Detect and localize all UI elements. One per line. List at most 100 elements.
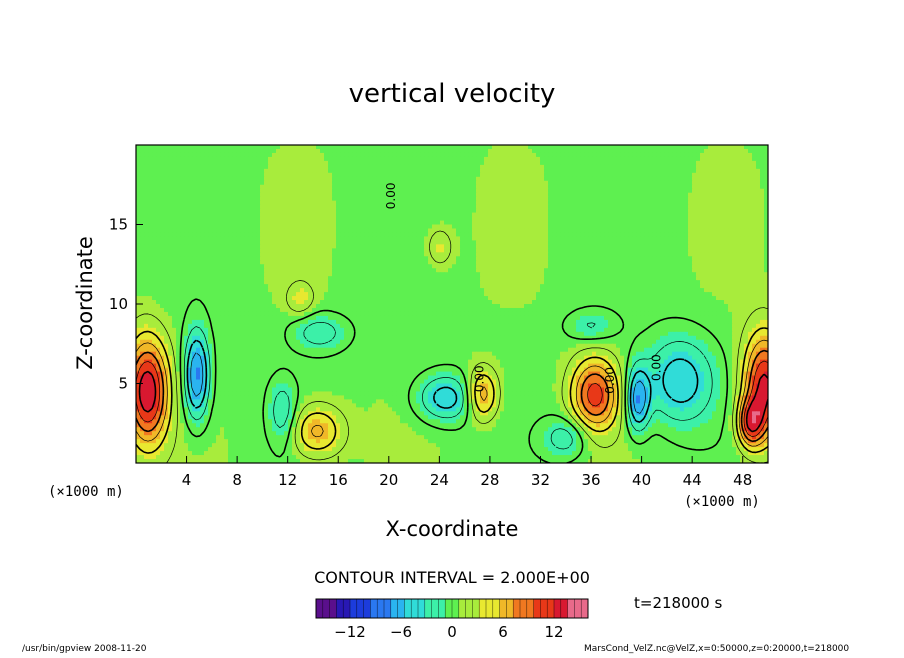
field-cell (400, 184, 405, 190)
field-cell (396, 256, 401, 261)
field-cell (692, 220, 697, 226)
field-cell (356, 260, 361, 265)
field-cell (216, 192, 221, 198)
field-cell (444, 156, 449, 162)
field-cell (160, 160, 165, 166)
field-cell (668, 236, 673, 242)
field-cell (448, 264, 453, 269)
field-cell (316, 244, 321, 249)
field-cell (452, 232, 457, 238)
field-cell (372, 224, 377, 230)
field-cell (688, 156, 693, 162)
field-cell (184, 268, 189, 273)
field-cell (680, 220, 685, 226)
field-cell (288, 244, 293, 249)
field-cell (480, 204, 485, 210)
field-cell (244, 264, 249, 269)
field-cell (576, 236, 581, 242)
field-cell (676, 156, 681, 162)
field-cell (452, 216, 457, 222)
field-cell (136, 256, 141, 261)
field-cell (460, 264, 465, 269)
field-cell (352, 192, 357, 198)
field-cell (692, 232, 697, 238)
field-cell (256, 176, 261, 182)
field-cell (344, 160, 349, 166)
field-cell (588, 244, 593, 249)
field-cell (612, 164, 617, 170)
field-cell (540, 240, 545, 245)
field-cell (136, 240, 141, 245)
field-cell (688, 228, 693, 234)
field-cell (356, 248, 361, 253)
field-cell (532, 152, 537, 158)
field-cell (588, 196, 593, 202)
field-cell (736, 240, 741, 245)
field-cell (632, 180, 637, 186)
field-cell (608, 236, 613, 242)
field-cell (416, 268, 421, 273)
field-cell (160, 204, 165, 210)
field-cell (232, 152, 237, 158)
field-cell (452, 224, 457, 230)
field-cell (528, 216, 533, 222)
field-cell (612, 156, 617, 162)
field-cell (576, 168, 581, 174)
field-cell (620, 256, 625, 261)
field-cell (432, 152, 437, 158)
field-cell (484, 208, 489, 214)
field-cell (352, 228, 357, 234)
field-cell (480, 164, 485, 170)
field-cell (432, 204, 437, 210)
field-cell (660, 256, 665, 261)
field-cell (516, 204, 521, 210)
field-cell (252, 268, 257, 273)
field-cell (408, 164, 413, 170)
field-cell (332, 224, 337, 230)
field-cell (196, 184, 201, 190)
field-cell (480, 152, 485, 158)
field-cell (496, 176, 501, 182)
field-cell (688, 224, 693, 230)
field-cell (312, 172, 317, 178)
field-cell (260, 264, 265, 269)
field-cell (540, 228, 545, 234)
field-cell (548, 252, 553, 257)
field-cell (644, 204, 649, 210)
field-cell (684, 196, 689, 202)
field-cell (428, 236, 433, 242)
field-cell (544, 216, 549, 222)
field-cell (680, 164, 685, 170)
field-cell (312, 248, 317, 253)
field-cell (400, 204, 405, 210)
field-cell (708, 260, 713, 265)
field-cell (544, 168, 549, 174)
field-cell (444, 228, 449, 234)
field-cell (212, 228, 217, 234)
field-cell (264, 248, 269, 253)
field-cell (644, 212, 649, 218)
field-cell (452, 204, 457, 210)
field-cell (224, 196, 229, 202)
field-cell (324, 240, 329, 245)
field-cell (732, 256, 737, 261)
field-cell (656, 145, 661, 150)
field-cell (504, 152, 509, 158)
field-cell (172, 152, 177, 158)
field-cell (300, 256, 305, 261)
field-cell (368, 156, 373, 162)
field-cell (152, 156, 157, 162)
field-cell (328, 216, 333, 222)
field-cell (544, 236, 549, 242)
field-cell (632, 196, 637, 202)
field-cell (436, 252, 441, 257)
field-cell (376, 228, 381, 234)
field-cell (360, 216, 365, 222)
field-cell (676, 172, 681, 178)
field-cell (504, 145, 509, 150)
field-cell (252, 196, 257, 202)
field-cell (568, 244, 573, 249)
field-cell (632, 240, 637, 245)
field-cell (268, 224, 273, 230)
field-cell (260, 156, 265, 162)
